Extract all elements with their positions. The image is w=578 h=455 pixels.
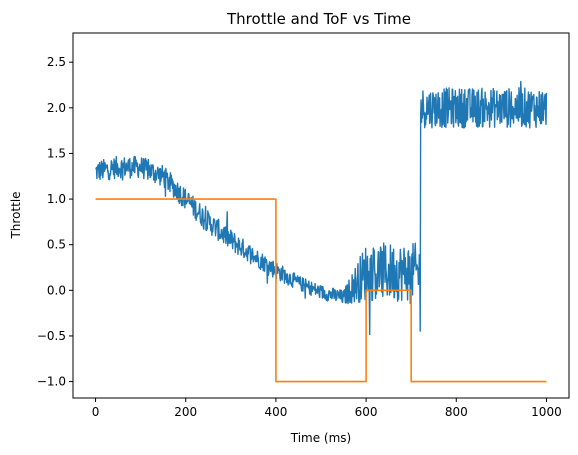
- x-tick-label: 200: [174, 405, 197, 419]
- y-tick-label: 2.5: [47, 55, 66, 69]
- y-tick-label: 1.5: [47, 146, 66, 160]
- x-tick-label: 1000: [531, 405, 562, 419]
- throttle-series-line: [95, 80, 548, 336]
- plot-series: [95, 80, 548, 383]
- y-tick-label: 0.0: [47, 283, 66, 297]
- x-axis-label: Time (ms): [290, 431, 352, 445]
- y-tick-label: 2.0: [47, 101, 66, 115]
- y-tick-label: 1.0: [47, 192, 66, 206]
- plot-frame: [72, 32, 570, 399]
- axis-ticks: 0 200 400 600 800 1000 −1.0 −0.5 0.0 0.5 1.0 1.5 2.0…: [37, 55, 562, 419]
- x-tick-label: 0: [92, 405, 100, 419]
- y-tick-label: −1.0: [37, 375, 66, 389]
- x-tick-label: 600: [355, 405, 378, 419]
- tof-series-line: [95, 198, 547, 383]
- x-tick-label: 400: [264, 405, 287, 419]
- chart-title: Throttle and ToF vs Time: [226, 10, 411, 28]
- y-tick-label: −0.5: [37, 329, 66, 343]
- y-tick-label: 0.5: [47, 238, 66, 252]
- y-axis-label: Throttle: [9, 191, 23, 239]
- x-tick-label: 800: [445, 405, 468, 419]
